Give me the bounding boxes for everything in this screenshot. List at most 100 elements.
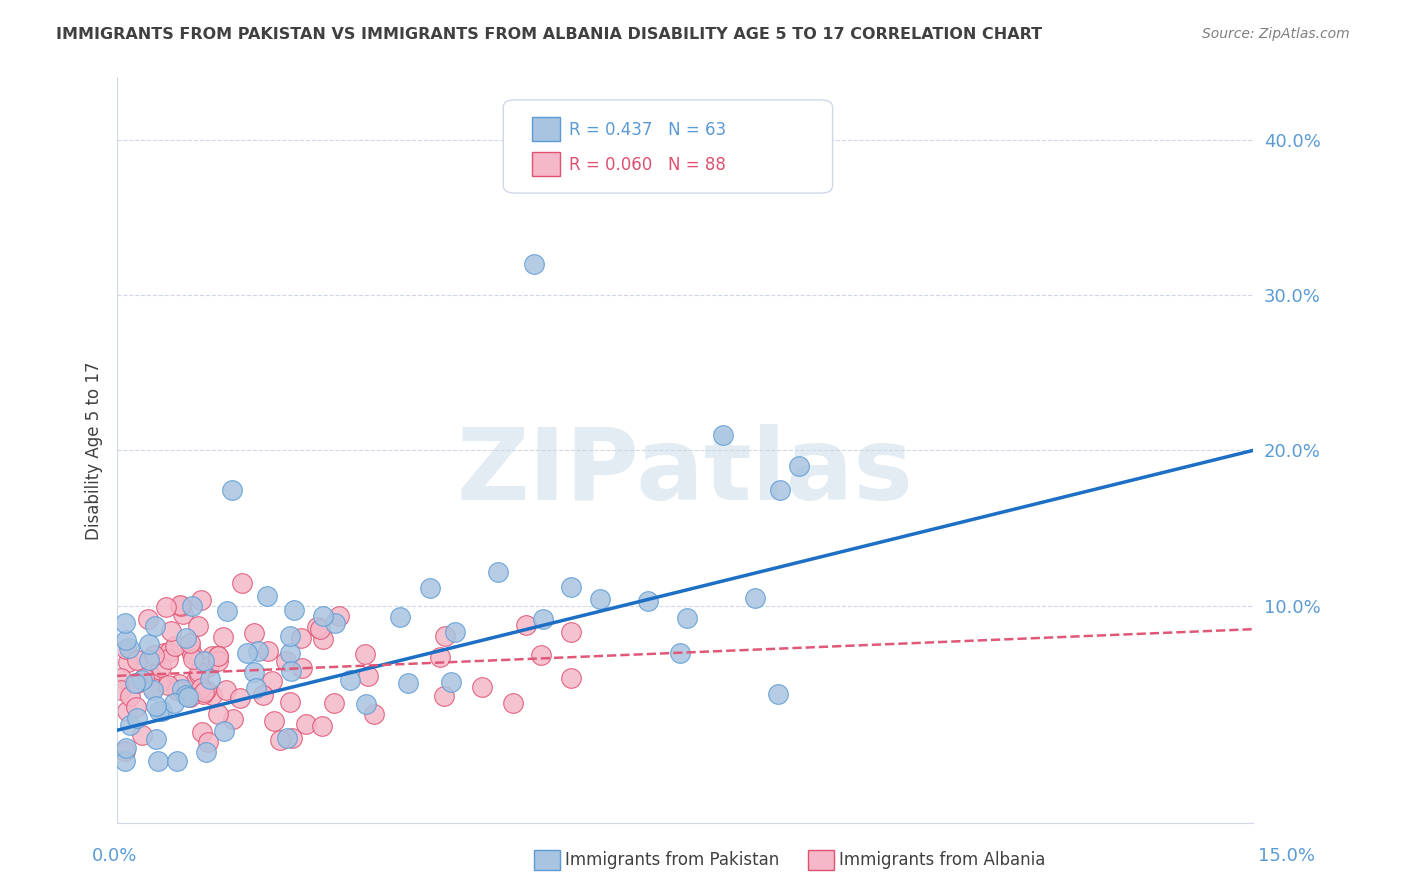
Point: [179, 636, 201, 650]
Text: Immigrants from Albania: Immigrants from Albania: [839, 851, 1046, 869]
Point: [139, 668, 162, 682]
Text: 0.0%: 0.0%: [91, 847, 136, 865]
Point: [243, 625, 266, 640]
Point: [127, 675, 149, 690]
Point: [207, 706, 229, 721]
Point: [174, 631, 197, 645]
Point: [179, 641, 201, 656]
Point: [283, 603, 305, 617]
Text: Source: ZipAtlas.com: Source: ZipAtlas.com: [1202, 27, 1350, 41]
Point: [560, 624, 582, 639]
Point: [181, 647, 204, 661]
Point: [676, 611, 699, 625]
Point: [142, 648, 165, 662]
Point: [211, 630, 233, 644]
Point: [669, 646, 692, 660]
Point: [150, 660, 173, 674]
Point: [138, 612, 160, 626]
Point: [312, 609, 335, 624]
Point: [486, 565, 509, 579]
Point: [419, 581, 441, 595]
Point: [174, 688, 197, 702]
Point: [138, 653, 160, 667]
Point: [212, 724, 235, 739]
Point: [637, 593, 659, 607]
Point: [184, 673, 207, 687]
Point: [148, 704, 170, 718]
Point: [169, 599, 191, 614]
Point: [522, 257, 544, 271]
Point: [117, 656, 139, 670]
Point: [311, 718, 333, 732]
Point: [115, 633, 138, 648]
Point: [396, 676, 419, 690]
Point: [155, 600, 177, 615]
Point: [172, 607, 194, 621]
Point: [191, 725, 214, 739]
Point: [201, 648, 224, 663]
Point: [560, 580, 582, 594]
Point: [274, 654, 297, 668]
Point: [145, 699, 167, 714]
Point: [117, 640, 139, 655]
Point: [356, 698, 378, 712]
Point: [157, 645, 180, 659]
Point: [180, 599, 202, 613]
Point: [159, 624, 181, 639]
Y-axis label: Disability Age 5 to 17: Disability Age 5 to 17: [86, 361, 103, 540]
Point: [290, 631, 312, 645]
Point: [560, 671, 582, 685]
Point: [235, 646, 257, 660]
Point: [190, 593, 212, 607]
Point: [197, 735, 219, 749]
Bar: [531, 152, 560, 176]
Point: [190, 681, 212, 695]
Point: [166, 754, 188, 768]
Point: [149, 674, 172, 689]
Point: [198, 659, 221, 673]
Point: [177, 690, 200, 705]
Point: [215, 604, 238, 618]
Point: [471, 680, 494, 694]
Point: [363, 706, 385, 721]
Point: [163, 640, 186, 654]
Point: [124, 676, 146, 690]
Point: [309, 623, 332, 637]
Text: R = 0.437   N = 63: R = 0.437 N = 63: [569, 120, 727, 138]
Point: [150, 704, 173, 718]
Point: [166, 683, 188, 698]
Point: [325, 615, 347, 630]
Point: [167, 677, 190, 691]
Point: [280, 664, 302, 678]
Point: [278, 646, 301, 660]
Point: [530, 648, 553, 662]
Point: [115, 642, 138, 657]
Point: [117, 704, 139, 718]
Point: [245, 681, 267, 695]
Point: [181, 651, 204, 665]
Point: [766, 687, 789, 701]
Point: [433, 689, 456, 703]
Point: [328, 609, 350, 624]
Point: [118, 718, 141, 732]
Point: [221, 483, 243, 497]
Text: IMMIGRANTS FROM PAKISTAN VS IMMIGRANTS FROM ALBANIA DISABILITY AGE 5 TO 17 CORRE: IMMIGRANTS FROM PAKISTAN VS IMMIGRANTS F…: [56, 27, 1042, 42]
Point: [354, 647, 377, 661]
Point: [589, 592, 612, 607]
Point: [110, 671, 132, 685]
Point: [125, 653, 148, 667]
Text: R = 0.060   N = 88: R = 0.060 N = 88: [569, 156, 725, 174]
Point: [188, 668, 211, 682]
Point: [193, 685, 215, 699]
Point: [295, 717, 318, 731]
Point: [131, 673, 153, 687]
Point: [228, 691, 250, 706]
Point: [429, 650, 451, 665]
Point: [195, 745, 218, 759]
Point: [110, 682, 132, 697]
Point: [193, 654, 215, 668]
Text: Immigrants from Pakistan: Immigrants from Pakistan: [565, 851, 779, 869]
Point: [276, 731, 298, 745]
Point: [120, 689, 142, 703]
Point: [169, 599, 191, 613]
